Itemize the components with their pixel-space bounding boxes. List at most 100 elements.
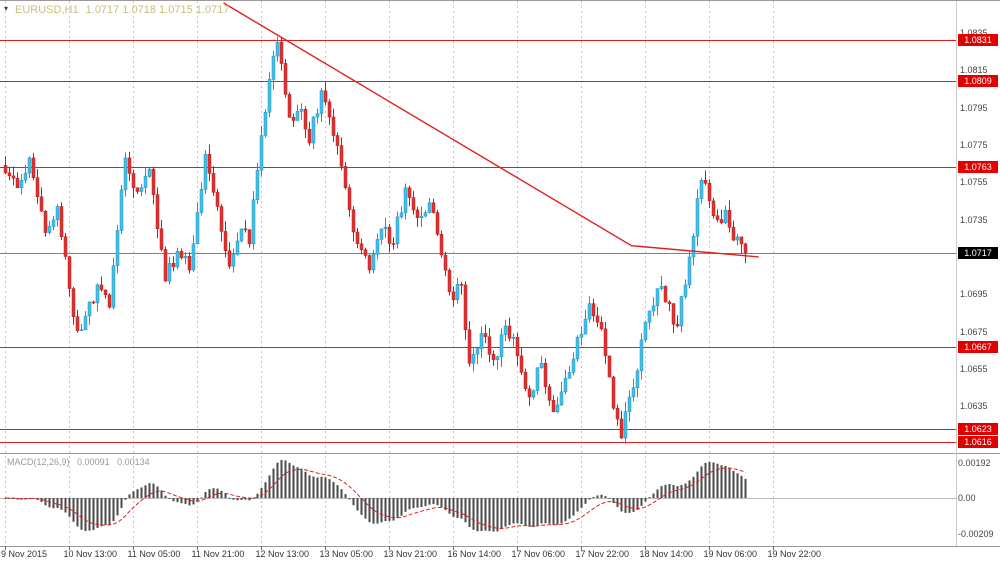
candle [411, 190, 416, 215]
candle [439, 230, 444, 258]
candle [647, 310, 652, 330]
candle [143, 167, 148, 194]
candle [559, 381, 564, 406]
price-axis[interactable] [956, 1, 1000, 546]
candle [327, 99, 332, 125]
candle [207, 144, 212, 182]
candle [419, 206, 424, 228]
candle [651, 297, 656, 317]
candle [347, 184, 352, 217]
candle [371, 249, 376, 274]
candle [263, 109, 268, 138]
candle [23, 165, 28, 184]
candle [623, 402, 628, 444]
candle [47, 220, 52, 235]
candle [211, 166, 216, 196]
candle [571, 352, 576, 376]
candle [55, 204, 60, 227]
candle [107, 293, 112, 309]
candle [519, 347, 524, 376]
candle [547, 383, 552, 406]
candle [475, 347, 480, 365]
candle [339, 137, 344, 171]
candle [379, 228, 384, 245]
candle [395, 211, 400, 249]
candle [323, 82, 328, 106]
candle [587, 296, 592, 323]
candle [187, 252, 192, 274]
candle [287, 92, 292, 118]
candle [111, 257, 116, 310]
candle [551, 395, 556, 413]
candle [39, 187, 44, 212]
candle [579, 326, 584, 346]
candle [255, 162, 260, 204]
candle [163, 246, 168, 282]
candle [315, 108, 320, 124]
candle [27, 156, 32, 179]
candle [391, 237, 396, 250]
candle [239, 228, 244, 243]
candle [591, 298, 596, 322]
candle [583, 309, 588, 335]
candle [51, 215, 56, 231]
candle [603, 322, 608, 364]
macd-histogram [4, 460, 747, 532]
candle [271, 50, 276, 90]
candle [159, 219, 164, 252]
candle [155, 187, 160, 239]
candle [11, 166, 16, 186]
candle [631, 378, 636, 402]
candle [115, 225, 120, 274]
candle [463, 281, 468, 340]
candle [335, 132, 340, 155]
candle [127, 151, 132, 181]
candle [95, 283, 100, 312]
candle [423, 210, 428, 218]
candle [507, 317, 512, 342]
candle [279, 36, 284, 71]
candle [663, 285, 668, 303]
macd-indicator-label: MACD(12,26,9) 0.00091 0.00134 [7, 457, 155, 467]
candle [599, 316, 604, 331]
candle [355, 228, 360, 249]
price-levels-layer[interactable] [0, 40, 956, 443]
candle [723, 205, 728, 224]
candle [147, 167, 152, 178]
macd-name: MACD(12,26,9) [7, 457, 70, 467]
candle [707, 179, 712, 208]
candle [363, 247, 368, 259]
candle [291, 113, 296, 127]
candle [367, 254, 372, 274]
candles-layer [3, 36, 748, 444]
candle [227, 242, 232, 269]
candle [739, 236, 744, 254]
candle [539, 356, 544, 369]
macd-value-signal: 0.00134 [117, 457, 150, 467]
candle [199, 182, 204, 216]
time-axis-ticks [5, 546, 774, 550]
candle [471, 347, 476, 372]
candle [451, 286, 456, 307]
trendline[interactable] [223, 2, 759, 258]
candle [299, 103, 304, 120]
candle [79, 324, 84, 332]
candle [695, 189, 700, 247]
candle [563, 369, 568, 395]
candle [595, 307, 600, 328]
candle [387, 224, 392, 253]
candle [483, 324, 488, 344]
candle [3, 156, 8, 175]
candle [303, 106, 308, 139]
candle [527, 385, 532, 406]
candle [35, 169, 40, 204]
candle [535, 367, 540, 395]
macd-signal-line [5, 467, 746, 530]
candle [75, 309, 80, 333]
candle [679, 295, 684, 333]
panel-separators [0, 1, 1000, 547]
candle [407, 185, 412, 207]
time-axis[interactable] [0, 546, 956, 562]
